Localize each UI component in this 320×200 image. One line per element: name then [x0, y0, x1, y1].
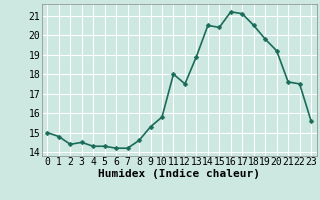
X-axis label: Humidex (Indice chaleur): Humidex (Indice chaleur) [98, 169, 260, 179]
